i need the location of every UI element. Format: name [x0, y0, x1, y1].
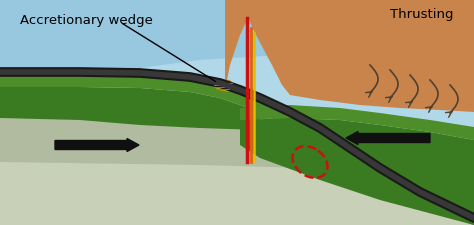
Polygon shape [0, 115, 474, 225]
Polygon shape [0, 72, 474, 225]
Polygon shape [0, 68, 220, 83]
Text: Thrusting: Thrusting [390, 8, 454, 21]
FancyArrow shape [346, 131, 430, 144]
Text: Accretionary wedge: Accretionary wedge [20, 14, 153, 27]
Polygon shape [0, 162, 474, 225]
Polygon shape [240, 118, 474, 225]
FancyArrow shape [55, 139, 139, 151]
Polygon shape [240, 105, 474, 140]
Polygon shape [210, 79, 235, 92]
Polygon shape [0, 87, 260, 130]
Polygon shape [0, 0, 474, 72]
Polygon shape [225, 0, 474, 112]
